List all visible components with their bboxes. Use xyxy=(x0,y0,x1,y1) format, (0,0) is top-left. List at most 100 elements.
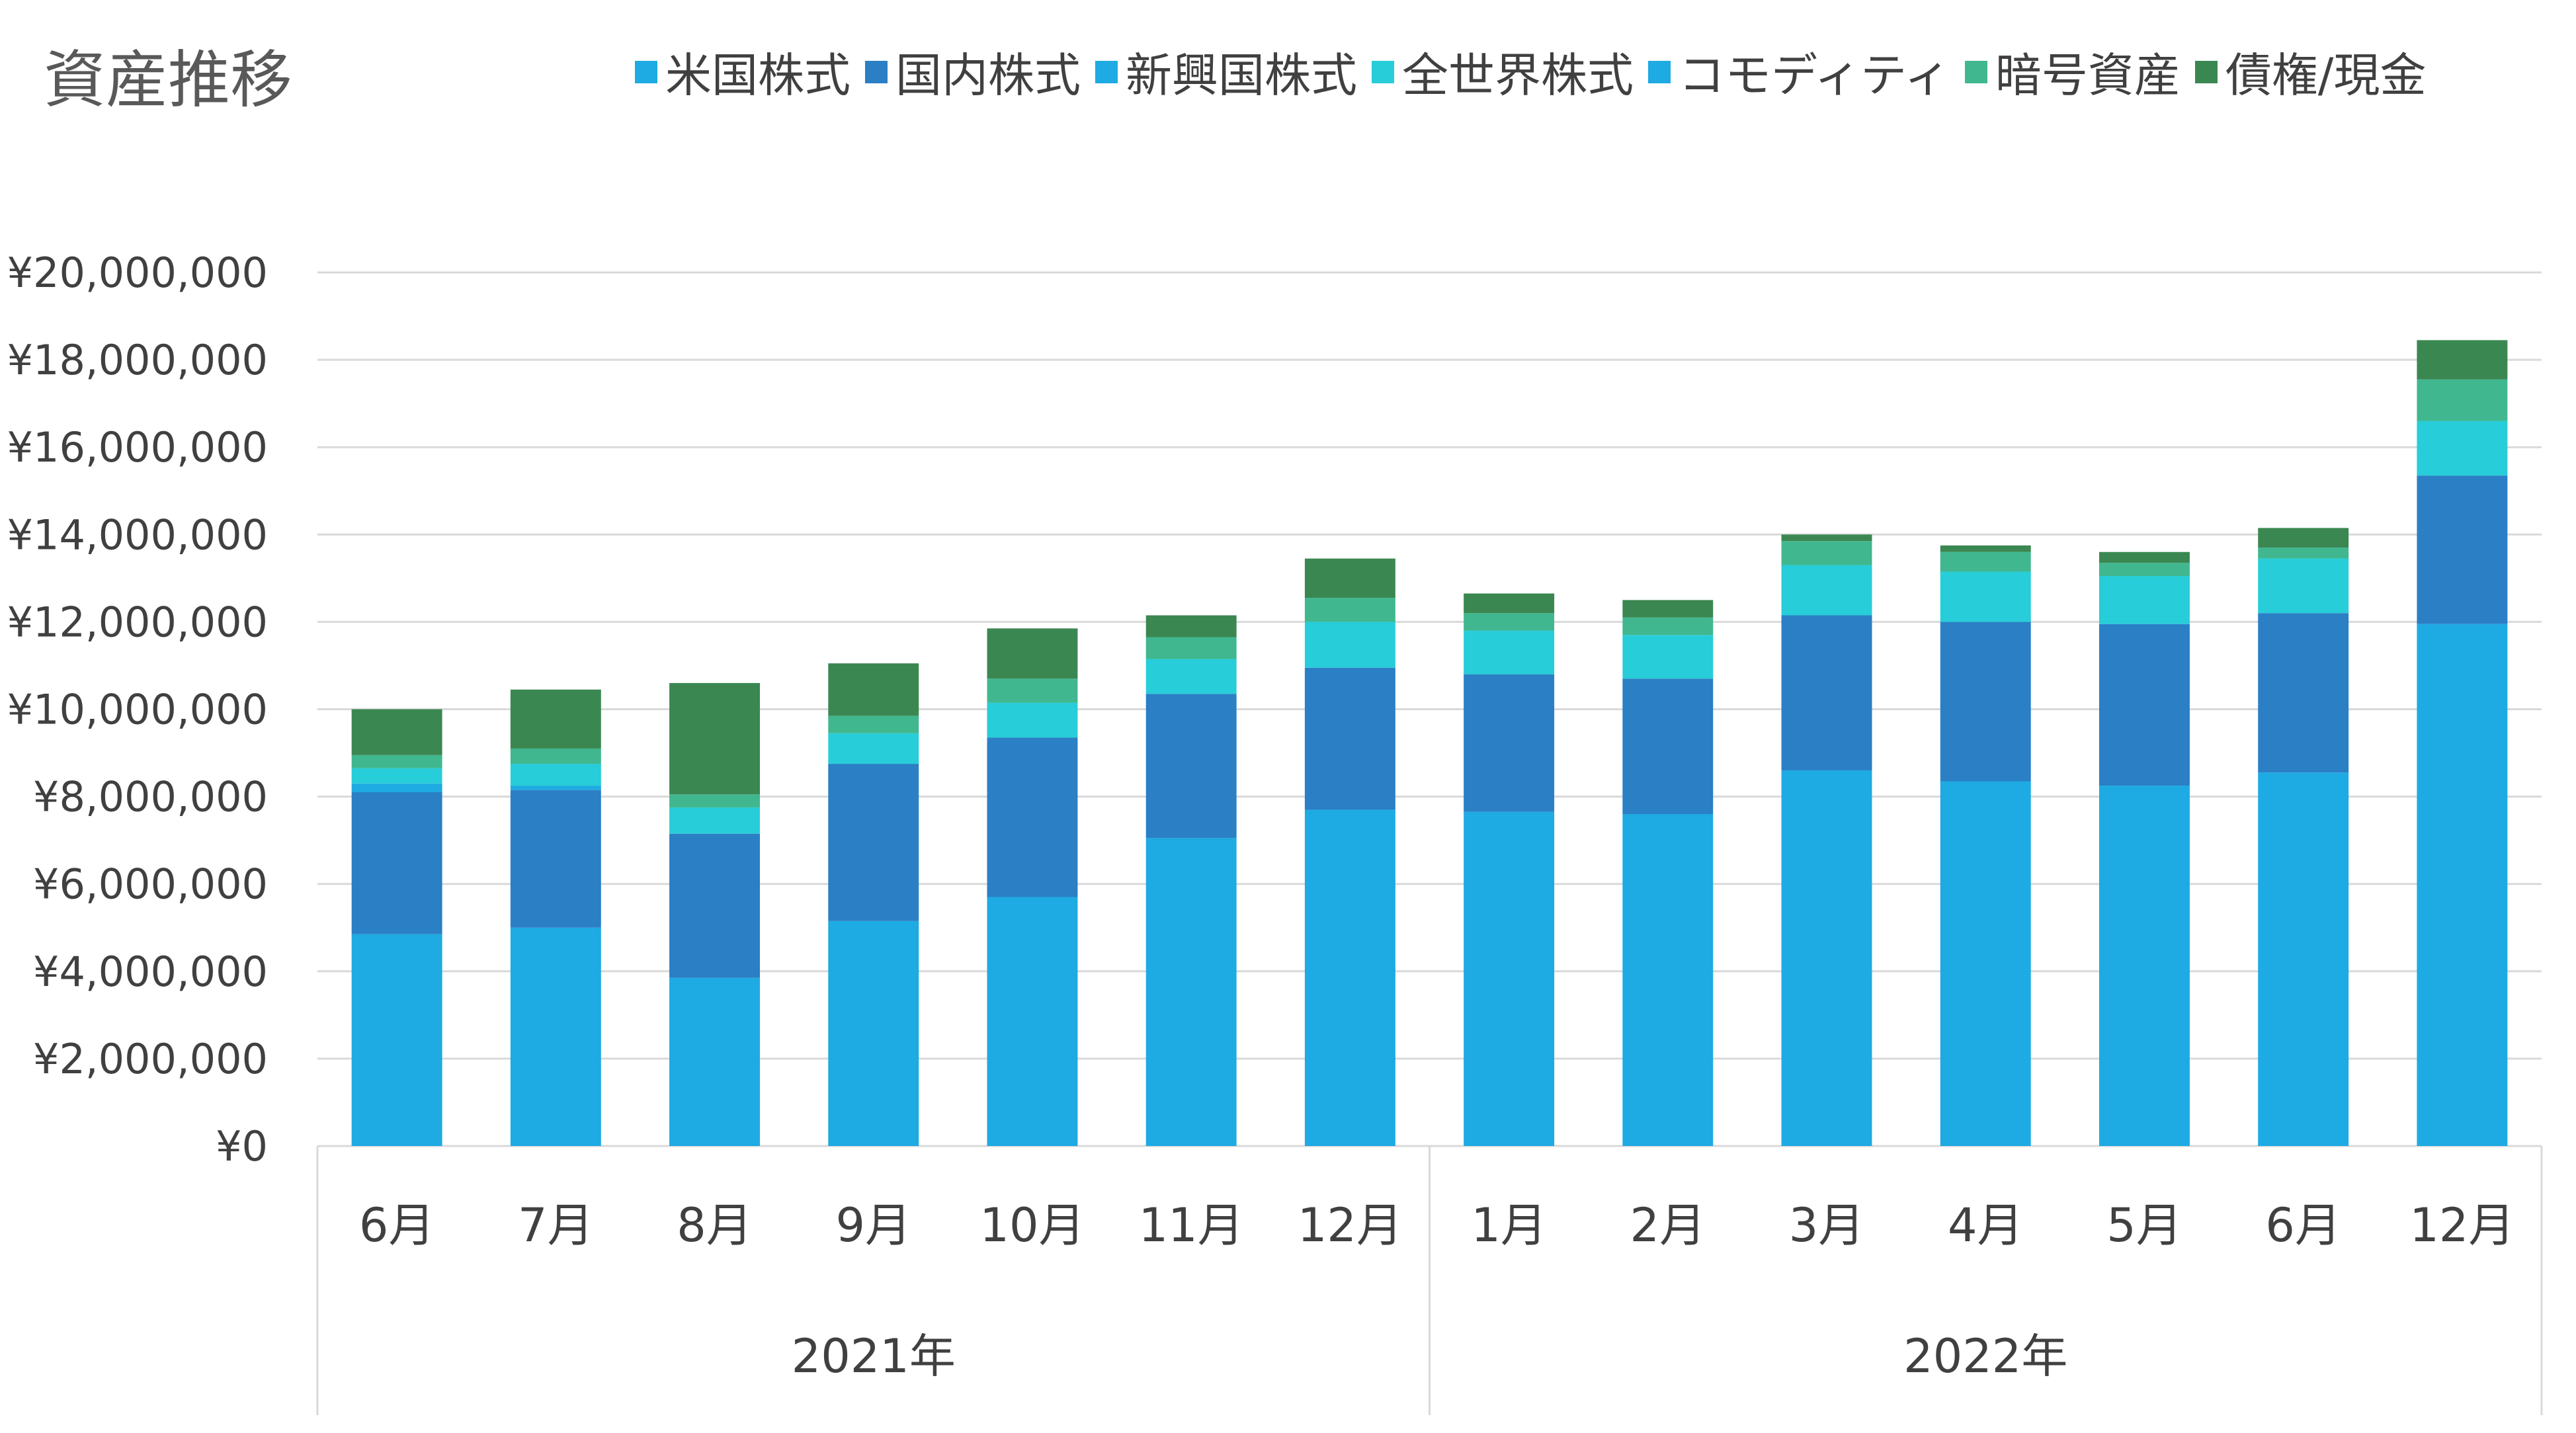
legend-entry: コモディティ xyxy=(1648,38,1950,105)
bar-segment xyxy=(351,792,442,934)
legend-swatch xyxy=(1372,60,1394,83)
bar-segment xyxy=(1145,615,1237,637)
chart-title: 資産推移 xyxy=(44,44,293,116)
bar-segment xyxy=(1464,613,1555,631)
bar-segment xyxy=(2258,528,2349,548)
legend-entry: 新興国株式 xyxy=(1095,38,1357,105)
x-tick-label: 7月 xyxy=(518,1198,594,1252)
bar-segment xyxy=(510,748,601,764)
legend-label: 全世界株式 xyxy=(1402,48,1634,102)
x-tick-label: 11月 xyxy=(1139,1198,1244,1252)
bar-segment xyxy=(987,737,1078,897)
bar-segment xyxy=(1940,622,2031,782)
bar-segment xyxy=(2417,624,2508,1146)
bar-segment xyxy=(351,709,442,755)
legend-entry: 債権/現金 xyxy=(2194,38,2427,105)
bar-segment xyxy=(1622,617,1714,635)
x-tick-label: 8月 xyxy=(677,1198,753,1252)
bar-segment xyxy=(1145,694,1237,839)
bar-segment xyxy=(828,921,919,1146)
bar-segment xyxy=(2099,563,2190,577)
legend-swatch xyxy=(635,60,657,83)
bar-segment xyxy=(828,663,919,716)
x-tick-label: 9月 xyxy=(835,1198,911,1252)
x-tick-label: 3月 xyxy=(1789,1198,1865,1252)
bar-segment xyxy=(1464,674,1555,812)
bar-segment xyxy=(1145,838,1237,1146)
bar-segment xyxy=(669,682,760,795)
bar-segment xyxy=(2417,475,2508,624)
y-tick-label: ¥20,000,000 xyxy=(7,249,268,297)
legend-label: 暗号資産 xyxy=(1995,48,2181,102)
bar-segment xyxy=(669,977,760,1146)
x-tick-label: 5月 xyxy=(2106,1198,2182,1252)
bar-segment xyxy=(1304,622,1395,668)
bar-segment xyxy=(2099,552,2190,563)
legend-label: 新興国株式 xyxy=(1126,48,1357,102)
bar-segment xyxy=(1940,545,2031,552)
bar-segment xyxy=(510,786,601,790)
legend-label: コモディティ xyxy=(1679,48,1950,102)
bar-segment xyxy=(1304,558,1395,598)
y-tick-label: ¥2,000,000 xyxy=(33,1035,268,1083)
bar-segment xyxy=(1304,598,1395,622)
x-tick-label: 12月 xyxy=(2409,1198,2514,1252)
x-tick-label: 6月 xyxy=(359,1198,435,1252)
x-tick-label: 1月 xyxy=(1471,1198,1547,1252)
bar-segment xyxy=(2258,613,2349,773)
bar-segment xyxy=(1781,541,1872,565)
bar-segment xyxy=(828,764,919,921)
bar-segment xyxy=(1622,635,1714,679)
legend-label: 債権/現金 xyxy=(2225,48,2427,102)
bar-segment xyxy=(1145,637,1237,659)
x-tick-label: 4月 xyxy=(1948,1198,2024,1252)
bar-segment xyxy=(351,783,442,792)
bar-segment xyxy=(669,833,760,978)
bar-segment xyxy=(1304,809,1395,1146)
legend-label: 国内株式 xyxy=(895,48,1081,102)
legend-swatch xyxy=(1095,60,1118,83)
x-tick-label: 10月 xyxy=(979,1198,1085,1252)
y-tick-label: ¥6,000,000 xyxy=(33,860,268,909)
y-tick-label: ¥8,000,000 xyxy=(33,773,268,821)
legend-swatch xyxy=(2194,60,2218,83)
x-tick-label: 6月 xyxy=(2265,1198,2341,1252)
bar-segment xyxy=(1622,678,1714,815)
y-tick-label: ¥12,000,000 xyxy=(7,598,268,646)
bar-segment xyxy=(2099,624,2190,786)
bar-segment xyxy=(1464,811,1555,1146)
bar-segment xyxy=(2258,772,2349,1146)
bar-segment xyxy=(1781,534,1872,542)
y-tick-label: ¥0 xyxy=(216,1122,268,1170)
bar-segment xyxy=(669,794,760,808)
bar-segment xyxy=(1940,781,2031,1146)
bar-segment xyxy=(987,628,1078,679)
legend-entry: 暗号資産 xyxy=(1964,38,2181,105)
bar-segment xyxy=(2099,576,2190,624)
group-label: 2022年 xyxy=(1903,1329,2067,1383)
bar-segment xyxy=(2099,786,2190,1146)
legend: 米国株式 国内株式 新興国株式 全世界株式 コモディティ 暗号資産 債権/現金 xyxy=(635,38,2427,105)
bar-segment xyxy=(1781,770,1872,1146)
bar-segment xyxy=(1622,600,1714,618)
bar-segment xyxy=(1145,659,1237,694)
bar-segment xyxy=(510,790,601,928)
legend-swatch xyxy=(1648,60,1671,83)
bar-segment xyxy=(1940,552,2031,572)
legend-label: 米国株式 xyxy=(665,48,851,102)
legend-entry: 米国株式 xyxy=(635,38,851,105)
y-tick-label: ¥16,000,000 xyxy=(7,423,268,471)
bar-segment xyxy=(1304,667,1395,810)
bar-segment xyxy=(1622,814,1714,1146)
bar-segment xyxy=(987,678,1078,703)
bar-segment xyxy=(510,764,601,786)
bar-segment xyxy=(351,755,442,768)
bar-segment xyxy=(510,689,601,749)
bar-segment xyxy=(2258,558,2349,614)
bar-segment xyxy=(2258,548,2349,559)
bar-segment xyxy=(351,934,442,1146)
bar-segment xyxy=(987,897,1078,1146)
legend-entry: 国内株式 xyxy=(865,38,1081,105)
bar-segment xyxy=(1781,565,1872,616)
